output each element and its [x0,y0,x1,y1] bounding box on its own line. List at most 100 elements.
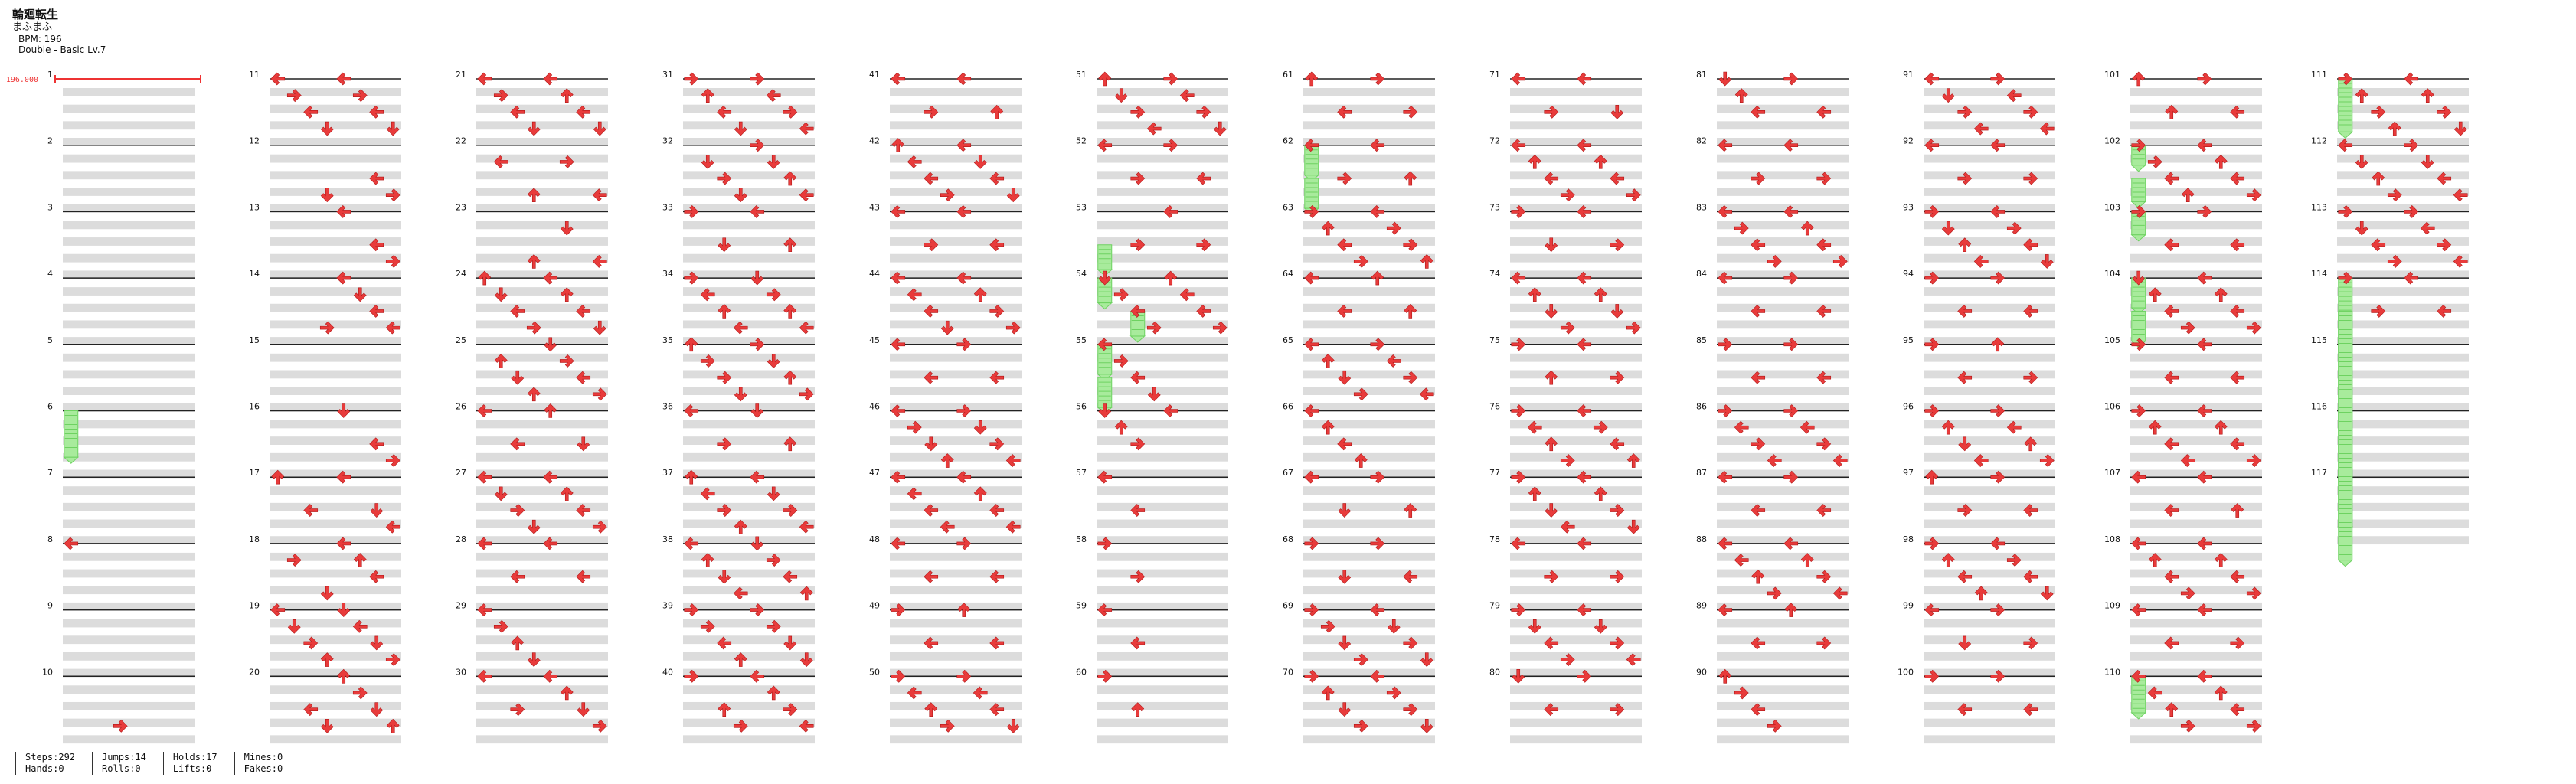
measure-number: 75 [1489,335,1500,345]
left-arrow [684,537,699,550]
left-arrow [1163,204,1178,218]
beat-row [476,204,608,213]
arrow-shape [559,155,574,168]
beat-row [2130,320,2262,329]
right-arrow [1353,387,1368,401]
right-arrow [783,703,798,717]
arrow-shape [494,287,508,302]
down-arrow [1114,88,1128,103]
left-arrow [940,520,955,534]
beat-row [476,569,608,578]
measure: 19 [249,601,401,678]
left-arrow [477,404,492,417]
arrow-shape [1924,204,1940,218]
beat-row [1097,387,1228,395]
up-arrow [560,88,574,103]
left-arrow [369,437,384,451]
measure-number: 78 [1489,534,1500,544]
left-arrow [1924,139,1940,152]
beat-row [1097,619,1228,628]
right-arrow [1610,703,1625,717]
beat-row [1303,121,1435,130]
beat-row [2337,337,2469,345]
down-arrow [767,155,780,169]
arrow-shape [717,172,732,185]
beat-row [1924,652,2055,661]
arrow-shape [1832,255,1848,268]
beat-row [890,154,1022,163]
arrow-shape [2230,570,2245,583]
left-arrow [1751,371,1766,384]
left-arrow [1973,454,1989,467]
arrow-shape [1321,354,1335,368]
right-arrow [1734,686,1749,700]
stat-text: Jumps:14 [102,752,146,763]
arrow-shape [2165,104,2179,119]
left-arrow [576,105,591,119]
measure: 90 [1696,667,1849,744]
right-arrow [750,338,765,351]
down-arrow [2040,586,2054,601]
arrow-shape [1941,220,1955,236]
down-arrow [718,237,731,253]
beat-row [1303,270,1435,279]
beat-row [1097,303,1228,312]
up-arrow [2214,685,2228,701]
up-arrow [1321,354,1335,368]
left-arrow [2230,371,2245,384]
right-arrow [750,139,765,152]
arrow-shape [1544,105,1559,119]
beat-row [63,287,195,296]
beat-row [683,452,815,462]
right-arrow [1718,338,1733,351]
down-arrow [544,337,557,352]
beat-row [63,320,195,329]
beat-row [683,586,815,595]
beat-row [1097,536,1228,545]
beat-row [1924,154,2055,163]
arrow-shape [1353,387,1368,401]
down-arrow [1610,304,1624,318]
arrow-shape [1767,255,1782,268]
down-arrow [320,188,334,203]
arrow-shape [2230,636,2245,650]
song-header: 輪廻転生 まふまふ BPM: 196 Double - Basic Lv.7 [12,8,106,55]
hold-tail [2337,560,2354,567]
left-arrow [1610,437,1625,451]
arrow-shape [1544,570,1559,583]
arrow-shape [352,686,368,700]
beat-row [1924,121,2055,130]
down-arrow [1941,88,1955,103]
arrow-shape [2338,204,2353,218]
measure: 63 [1283,202,1435,279]
arrow-shape [799,520,814,534]
arrow-shape [1577,204,1592,218]
arrow-shape [1404,503,1417,518]
right-arrow [700,619,715,633]
beat-row [890,253,1022,263]
arrow-shape [1957,305,1973,318]
beat-row [890,502,1022,511]
right-arrow [2338,271,2353,285]
arrow-shape [560,486,574,501]
up-arrow [2132,71,2146,87]
measure: 41 [869,70,1022,146]
beat-row [1303,204,1435,213]
beat-row [476,287,608,296]
arrow-shape [1387,619,1401,634]
left-arrow [2230,105,2245,119]
arrow-shape [477,470,492,484]
right-arrow [1511,470,1526,484]
arrow-shape [1130,371,1146,384]
left-arrow [1337,437,1352,451]
beat-row [476,104,608,113]
arrow-shape [1610,504,1625,517]
arrow-shape [494,354,508,368]
left-arrow [1097,603,1113,617]
arrow-shape [956,139,972,152]
arrow-shape [270,72,286,86]
arrow-shape [2164,636,2179,650]
arrow-shape [891,271,906,285]
measure-number: 2 [47,136,53,146]
arrow-shape [750,603,765,617]
